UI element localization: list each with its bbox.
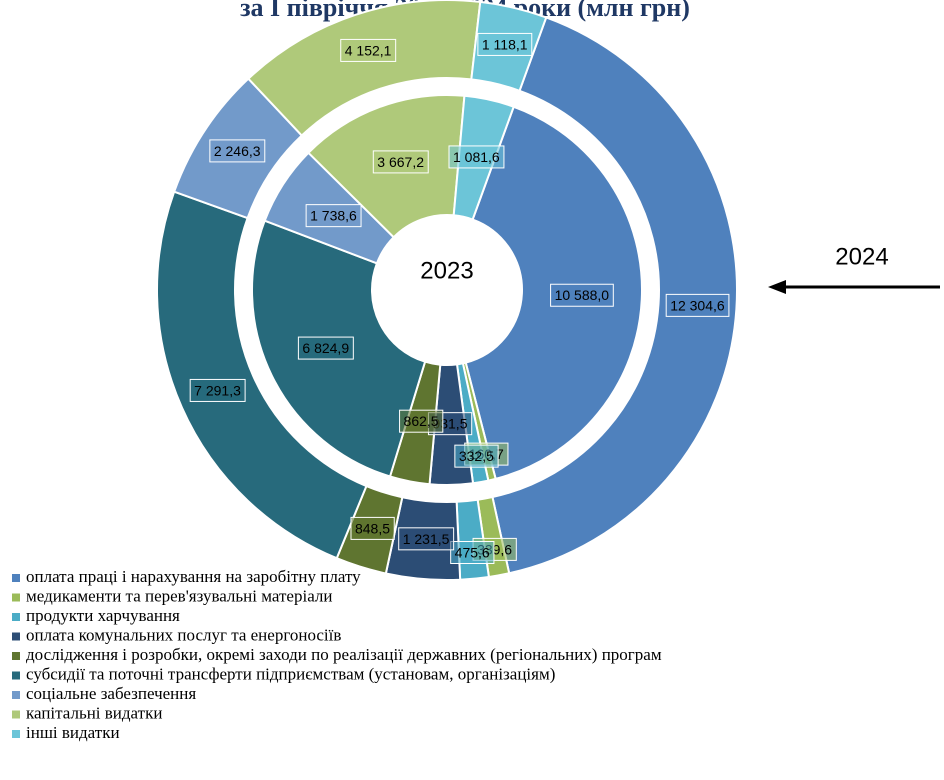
data-label-text: 848,5 — [355, 520, 390, 536]
data-label: 1 081,6 — [448, 145, 505, 169]
legend-label: субсидії та поточні трансферти підприємс… — [26, 664, 555, 683]
legend-swatch — [12, 632, 20, 641]
data-label-text: 12 304,6 — [670, 297, 725, 313]
legend-swatch — [12, 574, 20, 582]
data-label-box — [454, 444, 499, 468]
legend-label: продукти харчування — [26, 606, 180, 625]
legend-swatch — [12, 593, 20, 602]
data-label-text: 1 738,6 — [310, 208, 357, 224]
legend-label: дослідження і розробки, окремі заходи по… — [26, 645, 662, 664]
donut-segment — [156, 190, 368, 560]
data-label-text: 1 118,1 — [482, 36, 528, 52]
data-label-text: 7 291,3 — [194, 382, 241, 398]
arrow-head — [768, 280, 786, 294]
legend-swatch — [12, 671, 20, 680]
data-label-box — [209, 139, 266, 163]
data-label: 1 738,6 — [305, 204, 362, 228]
data-label-text: 862,5 — [404, 413, 439, 429]
data-label: 6 824,9 — [297, 336, 354, 360]
data-label-box — [189, 378, 246, 402]
data-label: 3 667,2 — [372, 150, 429, 174]
data-label: 332,5 — [454, 444, 499, 468]
data-label-box — [450, 541, 495, 565]
data-label-text: 332,5 — [459, 448, 494, 464]
data-label: 7 291,3 — [189, 378, 246, 402]
donut-segment — [491, 16, 738, 575]
data-label-text: 3 667,2 — [377, 154, 424, 170]
data-label: 10 588,0 — [550, 283, 614, 307]
data-label-box — [398, 527, 455, 551]
center-label: 2023 — [420, 257, 473, 284]
data-label-text: 2 246,3 — [214, 143, 261, 159]
data-label-box — [448, 145, 505, 169]
data-label-box — [665, 293, 730, 317]
legend-swatch — [12, 652, 20, 660]
legend-label: оплата комунальних послуг та енергоносії… — [26, 625, 341, 644]
series-label: 2024 — [835, 243, 888, 270]
data-label-box — [372, 150, 429, 174]
legend-label: медикаменти та перев'язувальні матеріали — [26, 586, 332, 605]
data-label-text: 4 152,1 — [345, 42, 392, 58]
data-label: 862,5 — [399, 409, 444, 433]
legend-label: оплата праці і нарахування на заробітну … — [26, 567, 361, 586]
data-label-box — [350, 516, 395, 540]
legend-label: соціальне забезпечення — [26, 684, 196, 703]
data-label: 1 231,5 — [398, 527, 455, 551]
data-label: 475,6 — [450, 541, 495, 565]
data-label: 848,5 — [350, 516, 395, 540]
data-label-text: 10 588,0 — [555, 287, 610, 303]
data-label-text: 1 231,5 — [403, 531, 450, 547]
data-label-box — [550, 283, 614, 307]
data-label-box — [340, 38, 397, 62]
legend-swatch — [12, 613, 20, 621]
data-label-text: 6 824,9 — [302, 340, 349, 356]
data-label: 12 304,6 — [665, 293, 730, 317]
data-label-box — [297, 336, 354, 360]
data-label-box — [305, 204, 362, 228]
legend-swatch — [12, 710, 20, 719]
data-label: 1 118,1 — [477, 32, 533, 56]
data-label-box — [399, 409, 444, 433]
legend-label: інші видатки — [26, 723, 120, 742]
data-label: 2 246,3 — [209, 139, 266, 163]
data-label-box — [477, 32, 533, 56]
legend-swatch — [12, 691, 20, 699]
data-label-text: 1 081,6 — [453, 149, 500, 165]
legend-swatch — [12, 730, 20, 738]
legend-label: капітальні видатки — [26, 703, 162, 722]
data-label-text: 475,6 — [455, 545, 490, 561]
data-label: 4 152,1 — [340, 38, 397, 62]
